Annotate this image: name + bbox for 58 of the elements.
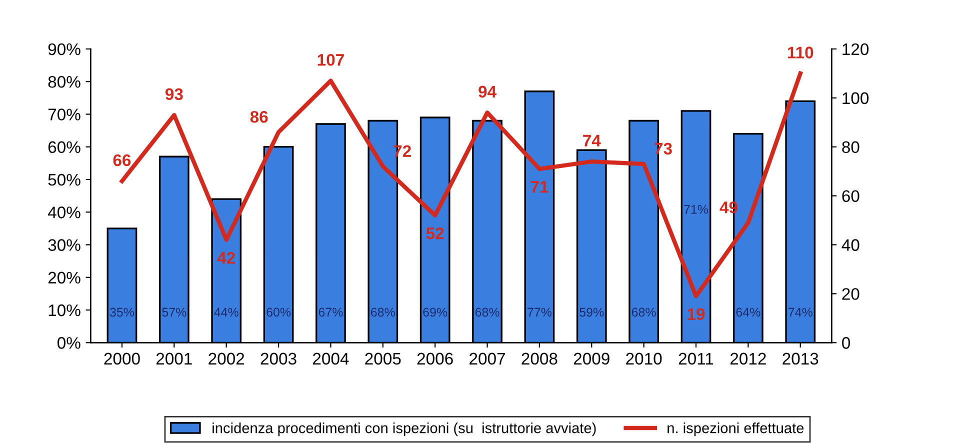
data-label: 71% bbox=[684, 205, 708, 214]
data-label: 19 bbox=[688, 308, 705, 320]
x-tick-label: 2011 bbox=[678, 352, 714, 365]
data-label: 94 bbox=[478, 86, 496, 98]
x-tick-label: 2003 bbox=[260, 352, 296, 365]
x-tick-label: 2005 bbox=[365, 352, 401, 365]
data-label: 44% bbox=[214, 308, 238, 317]
y-tick-label: 60% bbox=[48, 141, 80, 154]
y2-tick-label: 20 bbox=[842, 288, 860, 300]
data-label: 64% bbox=[736, 308, 760, 317]
x-tick-label: 2012 bbox=[730, 352, 766, 365]
x-tick-label: 2013 bbox=[782, 352, 818, 365]
data-label: 66 bbox=[113, 154, 131, 166]
y-tick-label: 50% bbox=[48, 174, 80, 186]
data-label: 110 bbox=[788, 46, 814, 58]
data-label: 35% bbox=[110, 308, 134, 317]
x-tick-label: 2002 bbox=[208, 352, 244, 365]
data-label: 74% bbox=[788, 308, 812, 317]
x-tick-label: 2010 bbox=[626, 352, 662, 365]
data-label: 42 bbox=[217, 252, 235, 264]
legend-label: incidenza procedimenti con ispezioni (su istruttorie avviate) bbox=[212, 422, 596, 436]
data-label: 107 bbox=[318, 54, 344, 66]
data-label: 74 bbox=[583, 134, 601, 146]
legend-label: n. ispezioni effettuate bbox=[668, 422, 804, 436]
x-tick-label: 2001 bbox=[156, 352, 192, 365]
data-label: 52 bbox=[426, 227, 444, 240]
data-label: 68% bbox=[475, 308, 500, 317]
data-label: 71 bbox=[530, 181, 548, 193]
data-label: 69% bbox=[423, 308, 448, 317]
x-tick-label: 2007 bbox=[470, 352, 505, 365]
y-tick-label: 40% bbox=[48, 206, 80, 218]
y2-tick-label: 40 bbox=[842, 239, 860, 251]
data-label: 57% bbox=[162, 308, 186, 317]
data-label: 68% bbox=[632, 308, 656, 317]
y2-tick-label: 120 bbox=[842, 43, 869, 56]
x-tick-label: 2000 bbox=[104, 352, 140, 365]
x-tick-label: 2004 bbox=[313, 352, 349, 365]
data-label: 93 bbox=[165, 88, 183, 100]
y-tick-label: 90% bbox=[48, 43, 80, 56]
y-tick-label: 30% bbox=[48, 239, 80, 251]
x-tick-label: 2008 bbox=[522, 352, 558, 365]
y2-tick-label: 100 bbox=[842, 92, 869, 104]
x-tick-label: 2006 bbox=[417, 352, 453, 365]
y2-tick-label: 80 bbox=[842, 141, 860, 154]
y-tick-label: 0% bbox=[58, 337, 80, 349]
data-label: 60% bbox=[266, 308, 291, 317]
x-tick-label: 2009 bbox=[574, 352, 610, 365]
y-tick-label: 70% bbox=[48, 108, 80, 120]
y2-tick-label: 60 bbox=[842, 190, 860, 202]
y-tick-label: 20% bbox=[48, 272, 80, 284]
data-label: 68% bbox=[371, 308, 395, 317]
y-tick-label: 80% bbox=[48, 76, 80, 88]
data-label: 67% bbox=[318, 308, 343, 317]
data-label: 77% bbox=[528, 308, 552, 317]
data-label: 59% bbox=[580, 308, 604, 317]
data-label: 86 bbox=[250, 110, 268, 123]
y2-tick-label: 0 bbox=[842, 337, 850, 349]
y-tick-label: 10% bbox=[48, 304, 80, 316]
